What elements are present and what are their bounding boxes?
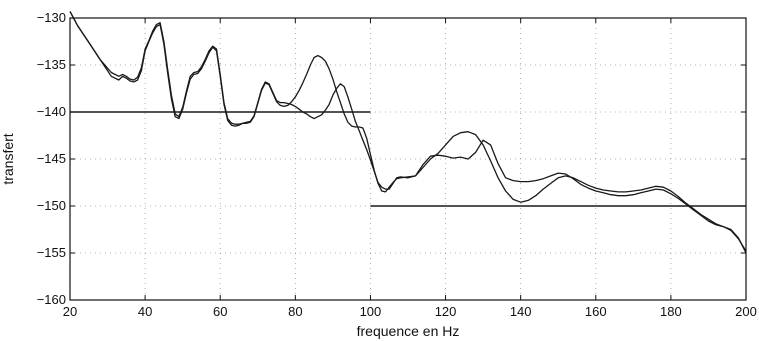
y-tick-label: −130 bbox=[37, 10, 66, 25]
x-tick-label: 140 bbox=[510, 304, 532, 319]
x-tick-label: 20 bbox=[63, 304, 77, 319]
reference-lines bbox=[70, 111, 746, 207]
x-tick-label: 60 bbox=[213, 304, 227, 319]
grid bbox=[70, 18, 746, 300]
y-tick-label: −160 bbox=[37, 292, 66, 307]
y-tick-label: −140 bbox=[37, 104, 66, 119]
x-tick-label: 100 bbox=[360, 304, 382, 319]
x-tick-label: 40 bbox=[138, 304, 152, 319]
y-tick-label: −155 bbox=[37, 245, 66, 260]
x-axis-label: frequence en Hz bbox=[357, 323, 460, 339]
y-tick-label: −145 bbox=[37, 151, 66, 166]
x-tick-label: 160 bbox=[585, 304, 607, 319]
axis-ticks bbox=[69, 17, 747, 301]
y-tick-label: −150 bbox=[37, 198, 66, 213]
transfer-curve-2 bbox=[69, 11, 747, 254]
transfer-curve-1 bbox=[69, 11, 747, 252]
y-axis-label: transfert bbox=[0, 133, 16, 184]
x-tick-label: 200 bbox=[735, 304, 757, 319]
y-tick-labels: −130 −135 −140 −145 −150 −155 −160 bbox=[37, 10, 66, 307]
series-lines bbox=[69, 11, 747, 254]
plot-frame bbox=[69, 17, 747, 301]
x-tick-label: 120 bbox=[435, 304, 457, 319]
x-tick-labels: 20 40 60 80 100 120 140 160 180 200 bbox=[63, 304, 757, 319]
x-tick-label: 180 bbox=[660, 304, 682, 319]
y-tick-label: −135 bbox=[37, 57, 66, 72]
x-tick-label: 80 bbox=[288, 304, 302, 319]
